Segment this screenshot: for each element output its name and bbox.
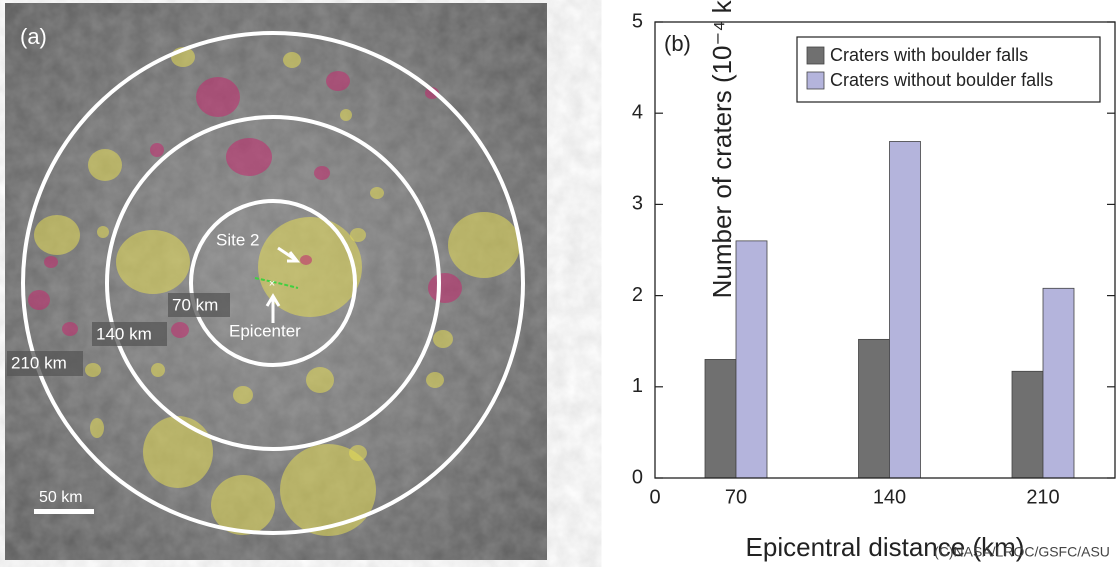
bar [1043, 288, 1074, 478]
legend-label: Craters without boulder falls [830, 70, 1053, 90]
y-tick-label: 0 [632, 466, 643, 488]
scale-bar-label: 50 km [39, 489, 83, 506]
legend-label: Craters with boulder falls [830, 45, 1028, 65]
site-label: Site 2 [216, 230, 259, 249]
x-tick-label: 210 [1026, 486, 1059, 508]
y-tick-label: 1 [632, 375, 643, 397]
bar [736, 241, 767, 478]
x-tick-label: 0 [649, 486, 660, 508]
panel-label: (b) [664, 31, 691, 56]
credit: (C)NASA/LROC/GSFC/ASU [934, 544, 1110, 560]
epicenter-label: Epicenter [229, 321, 301, 340]
x-tick-label: 140 [873, 486, 906, 508]
y-tick-label: 3 [632, 193, 643, 215]
x-tick-label: 70 [725, 486, 747, 508]
legend-swatch [807, 47, 824, 64]
y-tick-label: 4 [632, 101, 643, 123]
ring-label: 140 km [96, 324, 152, 343]
y-axis-label: Number of craters (10⁻⁴ km⁻²) [707, 0, 737, 298]
bar [890, 141, 921, 478]
y-tick-label: 5 [632, 10, 643, 32]
legend-swatch [807, 72, 824, 89]
bar [859, 339, 890, 478]
svg-text:×: × [269, 278, 275, 290]
y-tick-label: 2 [632, 284, 643, 306]
ring-label: 210 km [11, 353, 67, 372]
figure: × (a) Site 2 Epicenter 70 km 140 km 210 … [0, 0, 1117, 567]
bar [1012, 371, 1043, 478]
ring-label: 70 km [172, 295, 218, 314]
bar [705, 359, 736, 478]
panel-label: (a) [20, 24, 47, 49]
lunar-image: × (a) Site 2 Epicenter 70 km 140 km 210 … [5, 3, 547, 560]
